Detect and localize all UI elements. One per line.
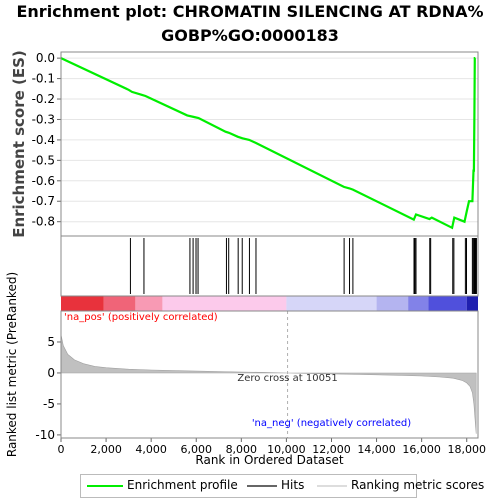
enrichment-profile-line (60, 56, 476, 230)
xtick-label: 12,000 (312, 443, 351, 456)
x-axis-label: Rank in Ordered Dataset (195, 453, 343, 467)
xtick-label: 10,000 (267, 443, 306, 456)
es-ytick-label: -0.5 (32, 153, 55, 167)
es-ytick-label: -0.6 (32, 174, 55, 188)
colorbar-segment (428, 296, 467, 311)
colorbar-segment (376, 296, 409, 311)
legend-ranking-label: Ranking metric scores (351, 478, 485, 492)
colorbar-segment (103, 296, 136, 311)
colorbar-segment (466, 296, 478, 311)
metric-panel-border (60, 310, 479, 439)
chart-title-line2: GOBP%GO:0000183 (161, 26, 339, 45)
neg-correlation-label: 'na_neg' (negatively correlated) (252, 418, 411, 429)
es-ytick-label: -0.1 (32, 72, 55, 86)
colorbar-segment (162, 296, 287, 311)
chart-title-line1: Enrichment plot: CHROMATIN SILENCING AT … (16, 2, 484, 21)
metric-ytick-label: -5 (43, 397, 55, 411)
colorbar-segment (286, 296, 377, 311)
colorbar-segment (135, 296, 163, 311)
colorbar-segment (408, 296, 429, 311)
legend-ranking-swatch (317, 485, 347, 487)
hits-panel-border (60, 235, 479, 297)
xtick-label: 8,000 (226, 443, 258, 456)
legend-enrichment-swatch (87, 485, 123, 487)
es-axis-label: Enrichment score (ES) (10, 50, 28, 238)
colorbar-segment (61, 296, 104, 311)
es-ytick-label: -0.4 (32, 133, 55, 147)
xtick-label: 16,000 (402, 443, 441, 456)
xtick-label: 0 (58, 443, 65, 456)
legend: Enrichment profile Hits Ranking metric s… (80, 474, 484, 498)
zero-cross-label: Zero cross at 10051 (237, 373, 337, 384)
es-ytick-label: -0.2 (32, 92, 55, 106)
ranked-metric-area (60, 334, 477, 434)
metric-ytick-label: -10 (35, 428, 55, 442)
xtick-label: 18,000 (447, 443, 486, 456)
es-ytick-label: -0.7 (32, 194, 55, 208)
xtick-label: 14,000 (357, 443, 396, 456)
metric-axis-label: Ranked list metric (PreRanked) (5, 272, 19, 457)
metric-ytick-label: 0 (47, 366, 55, 380)
xtick-label: 4,000 (135, 443, 167, 456)
legend-hits-swatch (247, 485, 277, 487)
xtick-label: 2,000 (90, 443, 122, 456)
xtick-label: 6,000 (180, 443, 212, 456)
pos-correlation-label: 'na_pos' (positively correlated) (64, 312, 218, 323)
legend-enrichment-label: Enrichment profile (127, 478, 238, 492)
es-ytick-label: 0.0 (36, 51, 55, 65)
es-ytick-label: -0.3 (32, 112, 55, 126)
es-ytick-label: -0.8 (32, 215, 55, 229)
legend-hits-label: Hits (281, 478, 305, 492)
metric-ytick-label: 5 (47, 335, 55, 349)
